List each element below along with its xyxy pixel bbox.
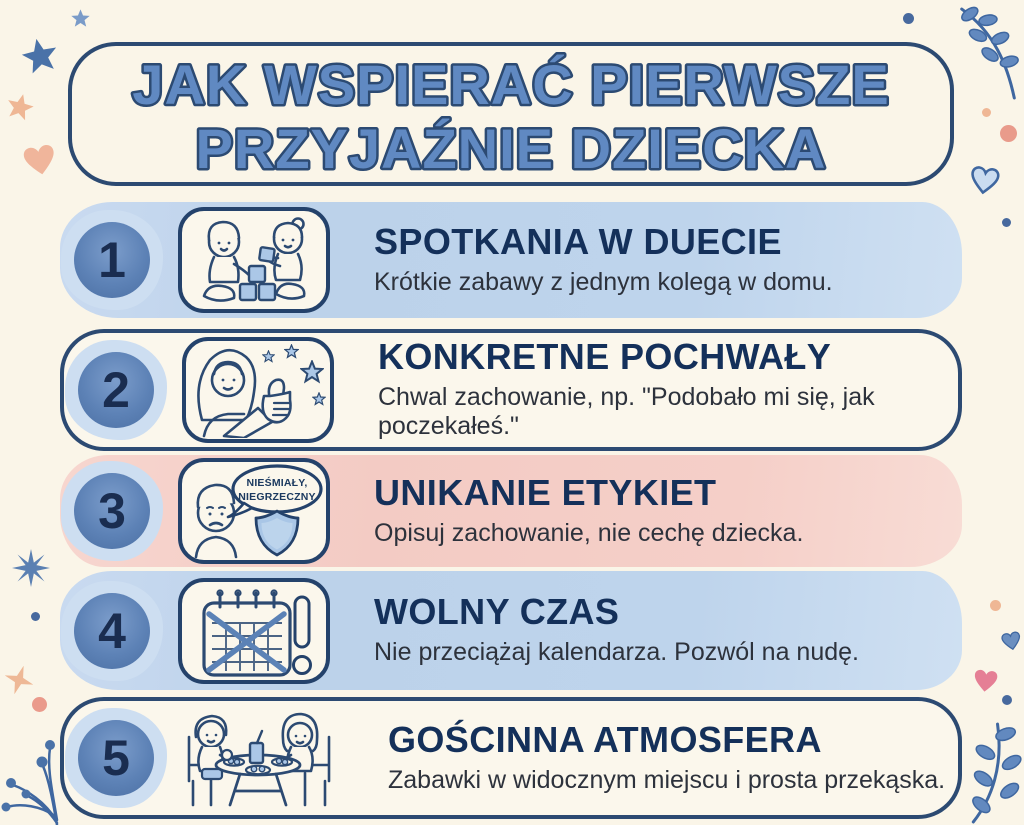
step-heading: WOLNY CZAS [374,591,620,633]
star-icon [70,8,91,29]
step-number: 3 [98,483,126,539]
dot-decoration [1002,695,1012,705]
step-row-5: 5 [60,697,962,819]
berry-branch-icon [0,730,68,825]
no-labels-shield-icon: NIEŚMIAŁY, NIEGRZECZNY [178,458,330,564]
heart-icon [19,140,61,182]
star-icon [2,89,38,125]
heart-icon [999,629,1023,653]
dot-decoration [1000,125,1017,142]
step-heading: UNIKANIE ETYKIET [374,471,717,513]
children-playing-blocks-icon [178,207,330,313]
dot-decoration [903,13,914,24]
dot-decoration [31,612,40,621]
title-box: JAK WSPIERAĆ PIERWSZE PRZYJAŹNIE DZIECKA [68,42,954,186]
step-number-badge: 4 [61,580,163,681]
label-bubble-line-2: NIEGRZECZNY [238,491,315,503]
dot-decoration [1002,218,1011,227]
step-description: Nie przeciążaj kalendarza. Pozwól na nud… [374,638,859,667]
step-description: Krótkie zabawy z jednym kolegą w domu. [374,267,833,296]
title-line-2: PRZYJAŹNIE DZIECKA [196,117,827,180]
step-number-badge: 3 [61,461,163,561]
leaf-branch-icon [963,716,1024,824]
title-line-1: JAK WSPIERAĆ PIERWSZE [132,53,889,116]
step-row-2: 2 [60,329,962,451]
crossed-calendar-icon [178,577,330,684]
star-icon [16,32,63,79]
praise-thumbs-up-icon [182,337,334,443]
step-row-4: 4 WOLNY CZAS Nie przeciążaj kalendarza. … [60,571,962,690]
step-heading: KONKRETNE POCHWAŁY [378,336,832,378]
heart-icon [967,163,1002,199]
step-number-badge: 5 [65,708,167,808]
dot-decoration [32,697,47,712]
step-row-1: 1 [60,202,962,318]
kids-at-table-icon [174,705,344,811]
dot-decoration [982,108,991,117]
dot-decoration [990,600,1001,611]
label-bubble-line-1: NIEŚMIAŁY, [247,476,308,489]
leaf-branch-icon [953,4,1021,100]
step-number-badge: 1 [61,210,163,310]
step-row-3: 3 NIEŚMIAŁY, NIEGRZECZNY [60,455,962,567]
step-number: 2 [102,362,130,418]
step-heading: GOŚCINNA ATMOSFERA [388,718,822,760]
step-number: 4 [98,602,126,659]
step-number-badge: 2 [65,340,167,440]
step-number: 1 [98,232,126,288]
step-description: Zabawki w widocznym miejscu i prosta prz… [388,765,946,794]
step-number: 5 [102,730,130,786]
sparkle-icon [0,661,38,699]
starburst-icon [12,549,50,587]
step-description: Opisuj zachowanie, nie cechę dziecka. [374,518,804,547]
step-heading: SPOTKANIA W DUECIE [374,220,782,262]
step-description: Chwal zachowanie, np. "Podobało mi się, … [378,382,875,441]
heart-icon [971,667,1001,697]
title-text: JAK WSPIERAĆ PIERWSZE PRZYJAŹNIE DZIECKA [130,51,891,183]
